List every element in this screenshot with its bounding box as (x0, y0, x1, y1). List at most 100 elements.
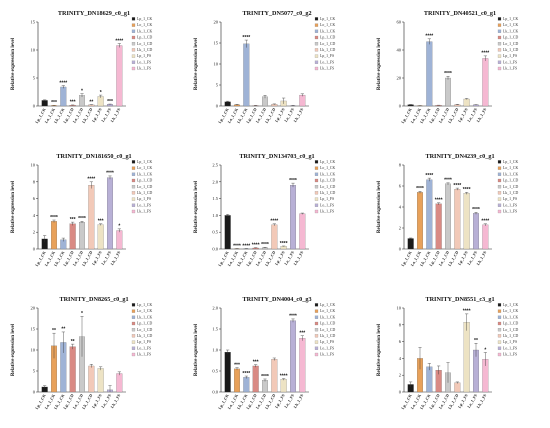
legend-entry: Lo_1_CD (137, 328, 152, 332)
significance-label: *** (98, 219, 104, 225)
significance-label: * (118, 224, 120, 230)
bar (97, 96, 104, 107)
legend-swatch (314, 54, 319, 58)
legend-entry: Lp_1_FS (503, 197, 517, 201)
legend-swatch (497, 54, 502, 58)
legend-swatch (497, 48, 502, 52)
legend-swatch (314, 23, 319, 27)
bar (482, 58, 489, 107)
y-tick-label: 2 (399, 373, 401, 378)
legend-swatch (314, 42, 319, 46)
legend-entry: Lo_1_CD (320, 328, 335, 332)
y-tick-label: 8 (399, 163, 402, 168)
legend-entry: Lk_1_CK (137, 172, 152, 176)
legend-entry: Lk_1_CK (137, 29, 152, 33)
legend-entry: Lo_1_CK (137, 166, 152, 170)
legend-entry: Lo_1_FS (137, 346, 151, 350)
legend-entry: Lo_1_FS (503, 346, 517, 350)
legend-entry: Lo_1_FS (320, 60, 334, 64)
legend-swatch (131, 346, 136, 350)
legend-swatch (497, 197, 502, 201)
panel-title: TRINITY_DN40521_c0_g1 (424, 10, 496, 17)
legend-entry: Lk_1_CK (503, 29, 518, 33)
y-tick-label: 15 (31, 20, 36, 25)
panel-title: TRINITY_DN8265_c0_g1 (59, 296, 128, 303)
bar (417, 192, 423, 250)
panel-title: TRINITY_DN134703_c0_g1 (239, 153, 314, 160)
legend-swatch (497, 352, 502, 357)
y-tick-label: 10 (397, 306, 402, 311)
legend-swatch (314, 328, 319, 332)
significance-label: **** (463, 187, 471, 193)
y-axis-label: Relative expression level (377, 37, 382, 90)
bar (60, 86, 67, 107)
panel-title: TRINITY_DN18629_c0_g1 (58, 10, 130, 17)
bar (271, 359, 278, 393)
significance-label: **** (481, 219, 489, 225)
significance-label: **** (444, 178, 452, 184)
legend-swatch (131, 35, 136, 40)
legend: Lp_1_CK Lo_1_CK Lk_1_CK Lp_1_CD Lo_1_CD Lk_1_… (131, 17, 152, 71)
legend-entry: Lp_1_FS (137, 197, 151, 201)
legend-swatch (314, 352, 319, 357)
significance-label: **** (233, 243, 241, 249)
legend-entry: Lk_1_CD (320, 334, 335, 338)
y-tick-label: 0.5 (212, 230, 218, 235)
chart-panel-6: TRINITY_DN4239_c0_g1 Relative expression … (377, 153, 518, 267)
legend: Lp_1_CK Lo_1_CK Lk_1_CK Lp_1_CD Lo_1_CD Lk_1_… (314, 160, 335, 214)
legend-swatch (131, 309, 136, 313)
legend-entry: Lk_1_CK (503, 315, 518, 319)
legend-swatch (314, 29, 319, 33)
significance-label: **** (270, 219, 278, 225)
significance-label: **** (242, 35, 250, 41)
bar (426, 366, 433, 393)
legend-entry: Lk_1_CD (503, 48, 518, 52)
bar (463, 193, 470, 250)
legend-swatch (314, 178, 319, 183)
legend-entry: Lk_1_FS (320, 67, 334, 71)
significance-label: **** (444, 71, 452, 77)
chart-panel-5: TRINITY_DN134703_c0_g1 Relative expressio… (194, 153, 335, 267)
y-tick-label: 5 (216, 83, 219, 88)
legend-entry: Lo_1_FS (137, 60, 151, 64)
y-tick-label: 6 (33, 196, 36, 201)
legend-entry: Lp_1_CD (137, 179, 152, 183)
significance-label: *** (299, 331, 305, 337)
legend-swatch (131, 48, 136, 52)
bar (463, 322, 470, 393)
legend-swatch (314, 197, 319, 201)
y-tick-label: 8 (399, 322, 402, 327)
legend-swatch (314, 191, 319, 195)
y-tick-label: 5 (33, 369, 36, 374)
legend-entry: Lk_1_CD (137, 334, 152, 338)
legend-swatch (131, 352, 136, 357)
y-tick-label: 1.0 (212, 213, 218, 218)
legend-swatch (314, 160, 319, 164)
y-tick-label: 60 (397, 20, 402, 25)
bar (290, 185, 296, 250)
legend-entry: Lp_1_CK (320, 160, 335, 164)
legend-swatch (314, 315, 319, 319)
legend-swatch (314, 340, 319, 344)
significance-label: **** (280, 241, 288, 247)
bar (69, 346, 76, 393)
legend-entry: Lp_1_CD (503, 322, 518, 326)
significance-label: **** (115, 38, 123, 44)
legend-entry: Lo_1_CD (137, 185, 152, 189)
bar (271, 224, 278, 250)
legend-entry: Lp_1_FS (503, 54, 517, 58)
bar (454, 382, 461, 393)
y-tick-label: 2.0 (212, 179, 218, 184)
significance-label: **** (252, 242, 260, 248)
legend-entry: Lk_1_FS (320, 353, 334, 357)
bar (243, 43, 250, 107)
significance-label: ** (61, 327, 65, 333)
legend-swatch (497, 172, 502, 176)
legend-entry: Lo_1_FS (320, 346, 334, 350)
legend-swatch (131, 29, 136, 33)
significance-label: **** (50, 215, 58, 221)
y-tick-label: 5 (33, 76, 36, 81)
significance-label: **** (425, 173, 433, 179)
significance-label: ** (71, 339, 75, 345)
